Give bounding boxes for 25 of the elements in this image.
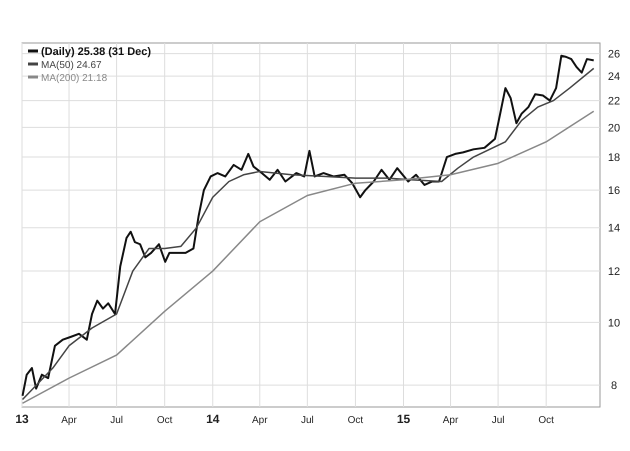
y-tick-label: 22: [608, 96, 620, 108]
x-tick-label: Oct: [538, 415, 554, 426]
legend-label: MA(50) 24.67: [41, 60, 102, 71]
y-tick-label: 24: [608, 71, 620, 84]
x-tick-label: 13: [15, 412, 29, 426]
y-tick-label: 20: [608, 122, 620, 134]
x-tick-label: Jul: [300, 415, 314, 426]
y-tick-label: 12: [608, 266, 620, 278]
x-tick-label: 14: [206, 412, 220, 426]
x-tick-label: Oct: [156, 415, 173, 426]
x-tick-label: Apr: [252, 415, 268, 426]
y-tick-label: 8: [610, 380, 618, 392]
y-tick-label: 14: [608, 222, 620, 235]
x-tick-label: Oct: [348, 415, 364, 426]
y-tick-label: 10: [608, 317, 620, 330]
x-tick-label: Jul: [110, 415, 123, 426]
x-tick-label: Jul: [492, 415, 504, 426]
legend-label: (Daily) 25.38 (31 Dec): [41, 46, 152, 58]
x-tick-label: 15: [396, 412, 410, 426]
x-tick-label: Apr: [442, 415, 459, 426]
x-tick-label: Apr: [61, 415, 78, 426]
y-tick-label: 26: [608, 48, 620, 61]
y-tick-label: 16: [608, 185, 620, 198]
y-tick-label: 18: [608, 152, 620, 164]
legend-label: MA(200) 21.18: [41, 73, 108, 84]
